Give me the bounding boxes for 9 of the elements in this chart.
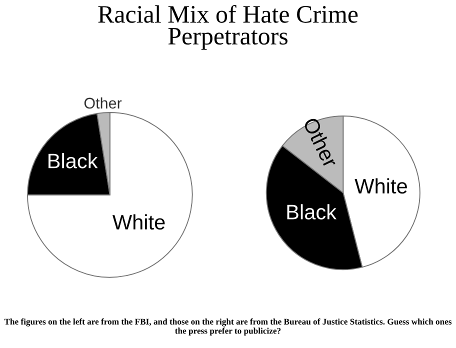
slice-label: Black xyxy=(287,204,337,220)
text: The figures on the left are from the FBI, and those on the right are from the Bureau of Justice Statistics. Guess which ones the press prefer to publicize? xyxy=(4,318,452,336)
chart-title: Racial Mix of Hate Crime Perpetrators xyxy=(98,4,358,50)
slice-label: Black xyxy=(48,153,98,168)
pie-slice xyxy=(27,112,193,278)
slice-label: Other xyxy=(84,97,122,109)
slice-label: White xyxy=(112,214,165,230)
slice-label: White xyxy=(354,178,407,194)
slice-label: Other xyxy=(302,116,339,169)
